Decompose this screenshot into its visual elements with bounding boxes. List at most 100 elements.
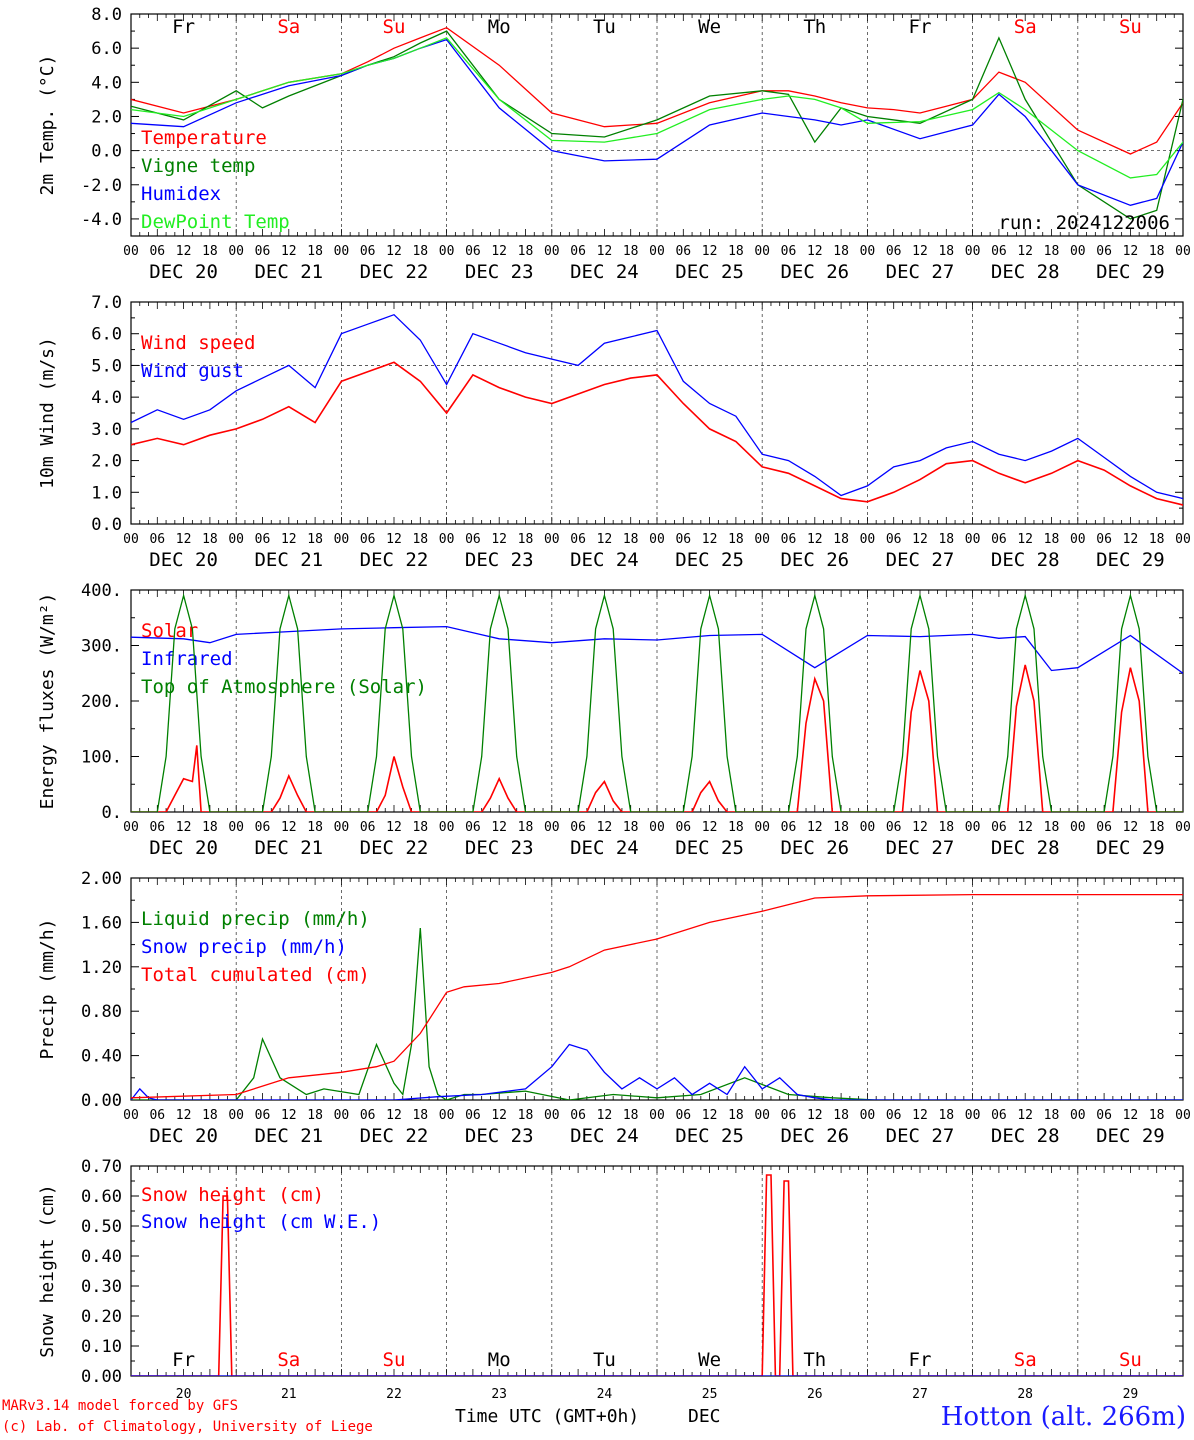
hour-tick-label: 00 (754, 1108, 770, 1123)
series-vigne-temp (131, 30, 1183, 220)
hour-tick-label: 12 (702, 532, 718, 547)
hour-tick-label: 06 (886, 820, 902, 835)
y-tick-label: 3.0 (91, 420, 122, 440)
date-tick-label: DEC 26 (780, 837, 849, 859)
y-tick-label: 0.0 (91, 142, 122, 162)
hour-tick-label: 12 (807, 1108, 823, 1123)
hour-tick-label: 18 (518, 820, 534, 835)
hour-tick-label: 12 (1123, 1108, 1139, 1123)
hour-tick-label: 00 (228, 244, 244, 259)
hour-tick-label: 18 (307, 1108, 323, 1123)
y-tick-label: 300. (81, 637, 122, 657)
hour-tick-label: 18 (412, 1108, 428, 1123)
hour-tick-label: 12 (1123, 532, 1139, 547)
hour-tick-label: 18 (623, 1108, 639, 1123)
series-snow-precip-mm-h (131, 1043, 1183, 1100)
date-tick-label: DEC 25 (675, 1125, 744, 1147)
legend-entry: Top of Atmosphere (Solar) (141, 676, 427, 698)
hour-tick-label: 06 (781, 1108, 797, 1123)
hour-tick-label: 06 (255, 532, 271, 547)
hour-tick-label: 06 (149, 532, 165, 547)
hour-tick-label: 00 (123, 244, 139, 259)
hour-tick-label: 06 (465, 1108, 481, 1123)
y-tick-label: 4.0 (91, 73, 122, 93)
y-tick-label: 4.0 (91, 388, 122, 408)
hour-tick-label: 12 (702, 244, 718, 259)
hour-tick-label: 18 (412, 820, 428, 835)
legend-entry: Snow height (cm) (141, 1184, 324, 1206)
hour-tick-label: 18 (728, 532, 744, 547)
legend-entry: Vigne temp (141, 155, 255, 177)
hour-tick-label: 12 (491, 244, 507, 259)
day-name-label: Fr (172, 16, 195, 38)
series-humidex (131, 38, 1183, 206)
series-total-cumulated-cm (131, 893, 1183, 1099)
series-wind-gust (131, 313, 1183, 500)
y-tick-label: 0.00 (81, 1091, 122, 1111)
hour-tick-label: 06 (886, 244, 902, 259)
hour-tick-label: 06 (1096, 1108, 1112, 1123)
y-tick-label: 0.30 (81, 1277, 122, 1297)
date-tick-label: DEC 25 (675, 549, 744, 571)
hour-tick-label: 06 (465, 532, 481, 547)
month-label: DEC (688, 1406, 721, 1427)
date-tick-label: DEC 20 (149, 261, 218, 283)
date-tick-label: DEC 26 (780, 261, 849, 283)
date-tick-label: DEC 25 (675, 261, 744, 283)
y-tick-label: 2.0 (91, 452, 122, 472)
hour-tick-label: 06 (991, 532, 1007, 547)
date-tick-label: 21 (281, 1387, 297, 1402)
hour-tick-label: 12 (1123, 244, 1139, 259)
y-tick-label: 200. (81, 692, 122, 712)
hour-tick-label: 18 (938, 532, 954, 547)
hour-tick-label: 12 (491, 1108, 507, 1123)
day-name-label: Th (803, 16, 826, 38)
hour-tick-label: 12 (597, 244, 613, 259)
hour-tick-label: 00 (649, 1108, 665, 1123)
hour-tick-label: 18 (833, 820, 849, 835)
hour-tick-label: 00 (860, 244, 876, 259)
hour-tick-label: 00 (123, 820, 139, 835)
hour-tick-label: 18 (412, 244, 428, 259)
y-axis-label: Energy fluxes (W/m²) (37, 593, 58, 810)
date-tick-label: 29 (1123, 1387, 1139, 1402)
day-name-label: Mo (488, 16, 511, 38)
hour-tick-label: 00 (439, 1108, 455, 1123)
hour-tick-label: 18 (1149, 244, 1165, 259)
panel-2: 7.0 6.0 5.0 4.0 3.0 2.0 1.0 0.0 10m Wind (m/s) 00… (37, 293, 1191, 571)
hour-tick-label: 00 (965, 1108, 981, 1123)
hour-tick-label: 18 (833, 1108, 849, 1123)
date-tick-label: 25 (702, 1387, 718, 1402)
date-tick-label: DEC 22 (360, 837, 429, 859)
day-name-label: Tu (593, 1349, 616, 1371)
hour-tick-label: 18 (518, 244, 534, 259)
y-tick-label: 6.0 (91, 39, 122, 59)
hour-tick-label: 06 (570, 1108, 586, 1123)
date-tick-label: DEC 22 (360, 261, 429, 283)
hour-tick-label: 18 (833, 244, 849, 259)
time-axis-label: Time UTC (GMT+0h) (455, 1406, 640, 1427)
hour-tick-label: 06 (886, 1108, 902, 1123)
y-tick-label: 2.0 (91, 107, 122, 127)
day-name-label: Mo (488, 1349, 511, 1371)
date-tick-label: DEC 20 (149, 837, 218, 859)
hour-tick-label: 12 (912, 820, 928, 835)
date-tick-label: DEC 26 (780, 549, 849, 571)
legend-entry: Infrared (141, 648, 233, 670)
hour-tick-label: 06 (149, 820, 165, 835)
y-tick-label: 400. (81, 581, 122, 601)
hour-tick-label: 18 (202, 532, 218, 547)
hour-tick-label: 12 (386, 532, 402, 547)
y-tick-label: 0.80 (81, 1002, 122, 1022)
hour-tick-label: 12 (597, 1108, 613, 1123)
hour-tick-label: 00 (1175, 1108, 1191, 1123)
legend-entry: Wind gust (141, 360, 244, 382)
hour-tick-label: 12 (386, 244, 402, 259)
hour-tick-label: 00 (754, 532, 770, 547)
day-name-label: Fr (909, 16, 932, 38)
day-name-label: Sa (277, 1349, 300, 1371)
date-tick-label: 28 (1017, 1387, 1033, 1402)
hour-tick-label: 06 (570, 244, 586, 259)
hour-tick-label: 00 (439, 820, 455, 835)
y-tick-label: 0.70 (81, 1157, 122, 1177)
